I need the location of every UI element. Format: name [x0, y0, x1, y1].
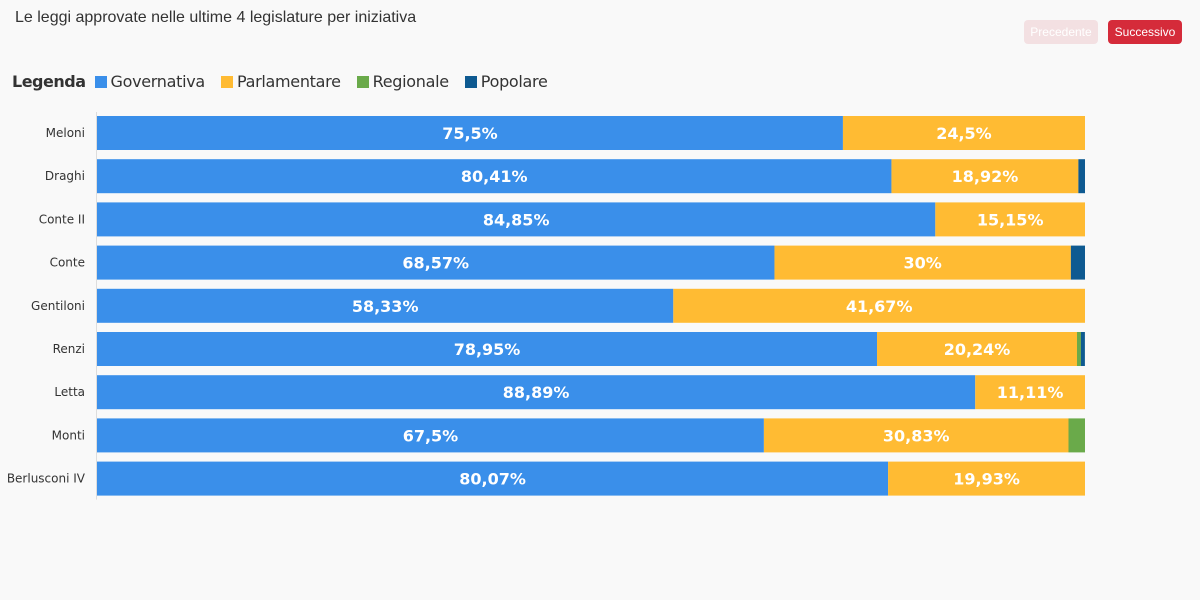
data-label: 11,11%: [997, 383, 1064, 402]
bar-segment-popolare[interactable]: [1070, 245, 1085, 280]
category-label: Monti: [52, 428, 85, 442]
legend-swatch-regionale: [356, 75, 369, 88]
bar-segment-parlamentare[interactable]: [975, 375, 1085, 410]
bar-segment-governativa[interactable]: [97, 159, 892, 194]
next-button[interactable]: Successivo: [1108, 20, 1182, 44]
previous-button[interactable]: Precedente: [1024, 20, 1098, 44]
bar-segment-governativa[interactable]: [97, 202, 936, 237]
bar-segment-parlamentare[interactable]: [891, 159, 1079, 194]
data-label: 30,83%: [883, 426, 950, 445]
category-label: Meloni: [46, 126, 85, 140]
category-label: Berlusconi IV: [7, 472, 86, 486]
data-label: 88,89%: [503, 383, 570, 402]
bar-segment-parlamentare[interactable]: [935, 202, 1085, 237]
category-label: Renzi: [53, 342, 85, 356]
bar-segment-governativa[interactable]: [97, 245, 775, 280]
data-label: 78,95%: [454, 340, 521, 359]
bar-segment-governativa[interactable]: [97, 288, 674, 323]
legend-title: Legenda: [12, 72, 86, 91]
data-label: 67,5%: [403, 426, 459, 445]
bar-segment-parlamentare[interactable]: [673, 288, 1085, 323]
legend-item-parlamentare[interactable]: Parlamentare: [220, 72, 341, 91]
legend-item-popolare[interactable]: Popolare: [464, 72, 548, 91]
data-label: 80,07%: [459, 470, 526, 489]
legend-item-regionale[interactable]: Regionale: [356, 72, 449, 91]
bar-segment-parlamentare[interactable]: [763, 418, 1069, 453]
data-label: 75,5%: [442, 124, 498, 143]
data-label: 30%: [904, 254, 942, 273]
bar-segment-parlamentare[interactable]: [888, 461, 1085, 496]
bar-segment-popolare[interactable]: [1078, 159, 1085, 194]
data-label: 58,33%: [352, 297, 419, 316]
data-label: 24,5%: [936, 124, 992, 143]
bar-segment-popolare[interactable]: [1080, 332, 1085, 366]
bar-segment-parlamentare[interactable]: [842, 116, 1085, 150]
legend-label-popolare: Popolare: [480, 72, 548, 91]
bar-segment-regionale[interactable]: [1076, 332, 1081, 366]
bar-segment-governativa[interactable]: [97, 418, 764, 453]
data-label: 19,93%: [953, 470, 1020, 489]
bar-segment-governativa[interactable]: [97, 332, 878, 366]
legend-swatch-parlamentare: [220, 75, 233, 88]
bar-segment-governativa[interactable]: [97, 116, 843, 150]
legend: Legenda Governativa Parlamentare Regiona…: [12, 72, 564, 91]
bar-segment-governativa[interactable]: [97, 375, 976, 410]
data-label: 84,85%: [483, 210, 550, 229]
data-label: 80,41%: [461, 167, 528, 186]
bar-segment-parlamentare[interactable]: [877, 332, 1077, 366]
data-label: 20,24%: [944, 340, 1011, 359]
category-label: Gentiloni: [31, 299, 85, 313]
category-label: Conte II: [39, 212, 85, 226]
chart-title: Le leggi approvate nelle ultime 4 legisl…: [15, 9, 417, 26]
legend-label-parlamentare: Parlamentare: [236, 72, 341, 91]
category-label: Letta: [54, 385, 85, 399]
category-label: Conte: [50, 256, 85, 270]
legend-label-regionale: Regionale: [372, 72, 449, 91]
data-label: 41,67%: [846, 297, 913, 316]
legend-label-governativa: Governativa: [110, 72, 206, 91]
category-label: Draghi: [45, 169, 85, 183]
legend-item-governativa[interactable]: Governativa: [94, 72, 206, 91]
data-label: 68,57%: [402, 254, 469, 273]
bar-segment-parlamentare[interactable]: [774, 245, 1071, 280]
data-label: 15,15%: [977, 210, 1044, 229]
bar-segment-governativa[interactable]: [97, 461, 889, 496]
data-label: 18,92%: [952, 167, 1019, 186]
legend-swatch-governativa: [94, 75, 107, 88]
legend-swatch-popolare: [464, 75, 477, 88]
bar-segment-regionale[interactable]: [1068, 418, 1085, 453]
